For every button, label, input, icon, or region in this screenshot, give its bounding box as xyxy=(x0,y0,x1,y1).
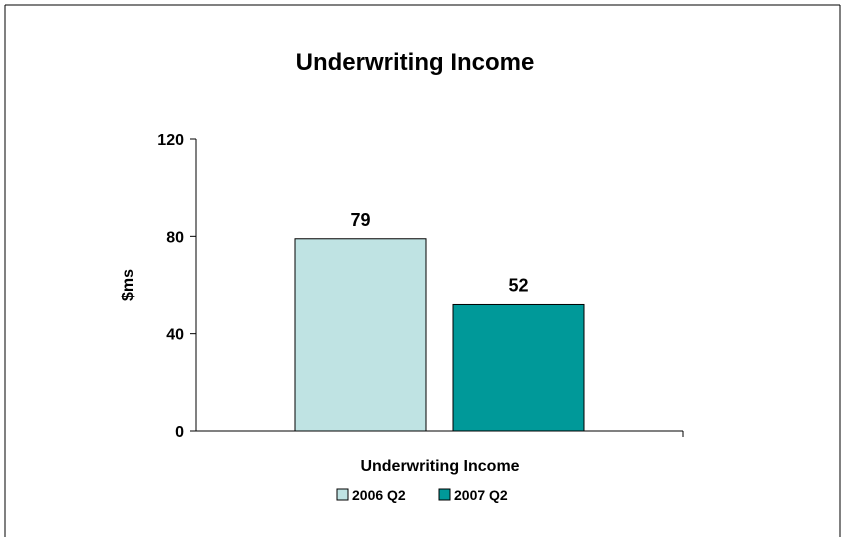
bar-2007-q2 xyxy=(452,303,585,432)
legend-swatch xyxy=(438,488,451,501)
y-axis-ticks: 0 40 80 120 xyxy=(157,132,684,441)
legend: 2006 Q2 2007 Q2 xyxy=(336,487,508,503)
x-axis-label: Underwriting Income xyxy=(360,458,519,475)
legend-label: 2007 Q2 xyxy=(454,487,508,503)
y-tick-label: 120 xyxy=(157,132,184,149)
legend-label: 2006 Q2 xyxy=(352,487,406,503)
y-axis-label: $ms xyxy=(120,269,137,301)
y-tick-label: 80 xyxy=(166,229,184,246)
chart-title: Underwriting Income xyxy=(296,49,535,76)
bar-2006-q2 xyxy=(294,238,427,432)
bar-value-label: 52 xyxy=(508,275,528,295)
y-tick-label: 40 xyxy=(166,327,184,344)
bar-value-label: 79 xyxy=(350,210,370,230)
bars-group: 79 52 xyxy=(294,210,585,432)
legend-swatch xyxy=(336,488,349,501)
y-tick-label: 0 xyxy=(175,424,184,441)
